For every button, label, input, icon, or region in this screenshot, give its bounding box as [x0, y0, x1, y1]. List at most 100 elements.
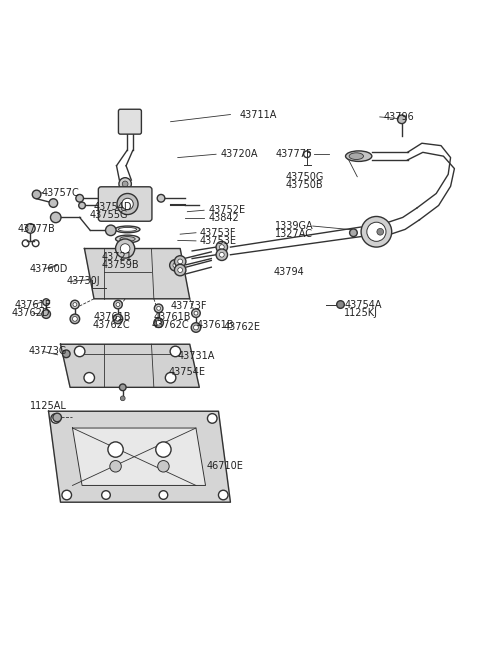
- Text: 1125AL: 1125AL: [30, 402, 67, 411]
- Text: 43731A: 43731A: [178, 351, 215, 361]
- Circle shape: [219, 245, 224, 250]
- Circle shape: [216, 241, 228, 253]
- Circle shape: [84, 373, 95, 383]
- Ellipse shape: [120, 236, 135, 241]
- Circle shape: [76, 195, 84, 202]
- Circle shape: [51, 414, 60, 423]
- Ellipse shape: [349, 153, 363, 160]
- Circle shape: [397, 115, 406, 124]
- Text: 1125KJ: 1125KJ: [344, 308, 378, 318]
- Text: 43762C: 43762C: [93, 320, 130, 330]
- Circle shape: [117, 193, 138, 215]
- Circle shape: [191, 323, 201, 332]
- Circle shape: [207, 414, 217, 423]
- Circle shape: [73, 303, 77, 307]
- Text: 43762E: 43762E: [223, 322, 260, 331]
- Text: 43754D: 43754D: [94, 202, 132, 212]
- Circle shape: [192, 309, 200, 318]
- Circle shape: [122, 181, 128, 187]
- Text: 43777B: 43777B: [17, 225, 55, 234]
- Text: 43760D: 43760D: [29, 264, 68, 274]
- Text: 43750G: 43750G: [286, 172, 324, 181]
- Text: 43761E: 43761E: [15, 299, 52, 310]
- Text: 43762D: 43762D: [11, 308, 50, 318]
- Text: 43720A: 43720A: [221, 149, 258, 159]
- Text: 43759B: 43759B: [101, 260, 139, 270]
- Circle shape: [178, 268, 182, 272]
- Circle shape: [156, 320, 161, 325]
- FancyBboxPatch shape: [98, 187, 152, 221]
- Circle shape: [155, 304, 163, 312]
- Text: 43711A: 43711A: [240, 109, 277, 119]
- Circle shape: [157, 460, 169, 472]
- Text: 43753F: 43753F: [199, 228, 236, 238]
- Circle shape: [170, 346, 180, 357]
- Circle shape: [50, 212, 61, 223]
- Circle shape: [113, 314, 123, 324]
- Circle shape: [156, 442, 171, 457]
- Text: 43773F: 43773F: [170, 301, 207, 311]
- Text: 43761B: 43761B: [154, 312, 192, 322]
- Text: 43753E: 43753E: [199, 236, 236, 246]
- Circle shape: [154, 318, 163, 328]
- Text: 43757C: 43757C: [41, 187, 79, 198]
- Polygon shape: [72, 428, 205, 485]
- Circle shape: [194, 311, 198, 315]
- Text: 43842: 43842: [209, 214, 240, 223]
- Circle shape: [74, 346, 85, 357]
- Ellipse shape: [119, 227, 137, 231]
- Circle shape: [62, 490, 72, 500]
- Circle shape: [120, 396, 125, 401]
- Circle shape: [120, 244, 130, 253]
- Circle shape: [165, 373, 176, 383]
- Circle shape: [25, 223, 35, 233]
- Circle shape: [173, 263, 178, 268]
- Circle shape: [122, 198, 133, 210]
- Circle shape: [218, 490, 228, 500]
- Circle shape: [349, 229, 357, 236]
- Circle shape: [116, 239, 135, 258]
- Circle shape: [32, 190, 41, 198]
- Circle shape: [361, 216, 392, 247]
- Text: 43752E: 43752E: [209, 205, 246, 215]
- Circle shape: [377, 229, 384, 235]
- Circle shape: [157, 195, 165, 202]
- Text: 43761B: 43761B: [94, 312, 132, 322]
- Circle shape: [157, 307, 160, 310]
- Circle shape: [174, 265, 186, 276]
- Circle shape: [116, 303, 120, 307]
- Text: 43754E: 43754E: [168, 367, 205, 377]
- Text: 43761B: 43761B: [197, 320, 234, 330]
- Circle shape: [116, 316, 120, 322]
- Ellipse shape: [346, 151, 372, 161]
- Circle shape: [102, 491, 110, 499]
- Polygon shape: [60, 345, 199, 387]
- Circle shape: [174, 255, 186, 267]
- Circle shape: [169, 259, 181, 271]
- Text: 1327AC: 1327AC: [275, 229, 312, 239]
- Circle shape: [43, 299, 49, 305]
- Circle shape: [120, 384, 126, 390]
- Circle shape: [119, 178, 132, 190]
- Circle shape: [62, 350, 70, 358]
- Circle shape: [42, 310, 50, 318]
- Ellipse shape: [115, 226, 140, 233]
- Circle shape: [110, 460, 121, 472]
- Text: 43777F: 43777F: [276, 149, 312, 159]
- Ellipse shape: [116, 235, 140, 243]
- Circle shape: [71, 300, 79, 309]
- Text: 43762C: 43762C: [152, 320, 189, 330]
- Circle shape: [72, 316, 77, 322]
- Circle shape: [219, 252, 224, 257]
- Circle shape: [79, 202, 85, 209]
- Text: 1339GA: 1339GA: [275, 221, 313, 231]
- Text: 43773G: 43773G: [28, 346, 67, 356]
- Polygon shape: [84, 248, 190, 299]
- Circle shape: [367, 222, 386, 241]
- Circle shape: [193, 325, 198, 330]
- Text: 43721: 43721: [101, 252, 132, 261]
- Text: 43796: 43796: [384, 112, 414, 122]
- Circle shape: [108, 442, 123, 457]
- Circle shape: [70, 314, 80, 324]
- Text: 43794: 43794: [274, 267, 304, 278]
